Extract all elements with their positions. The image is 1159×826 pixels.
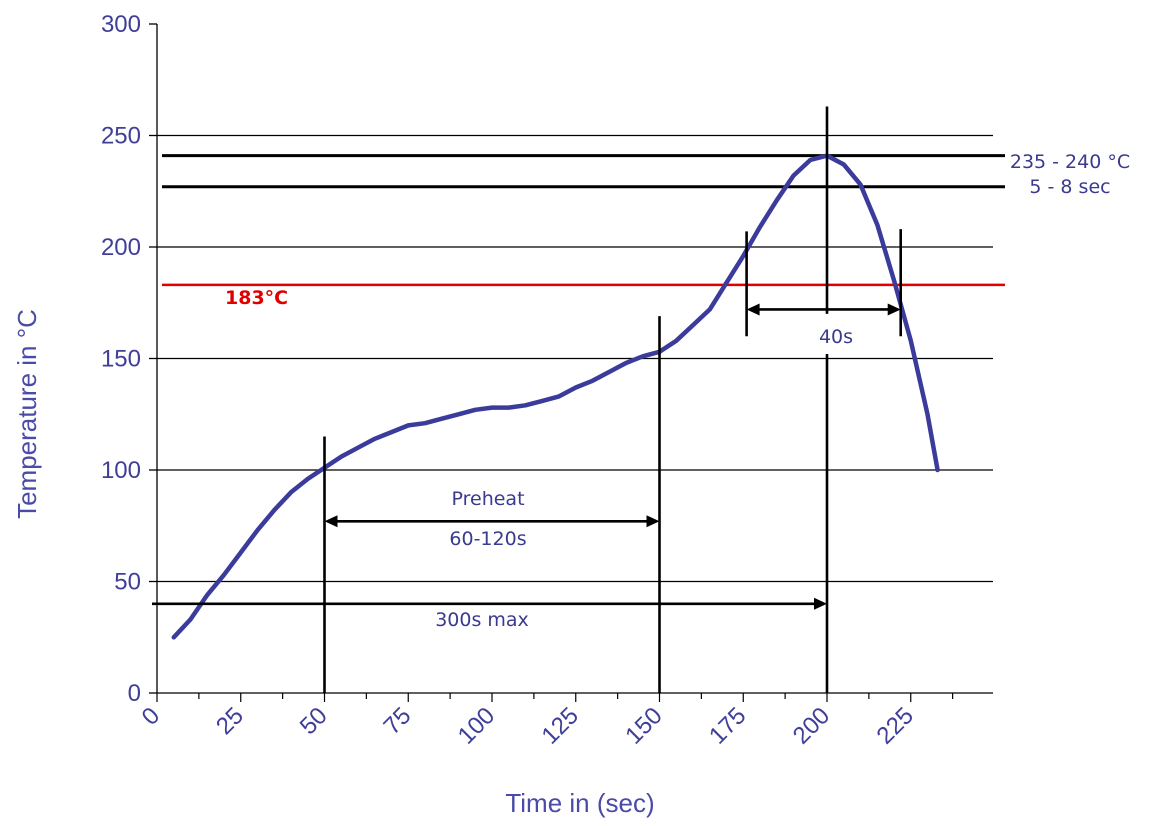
span-arrow-right-2	[814, 597, 827, 610]
peak-temp-label: 235 - 240 °C	[1010, 151, 1130, 173]
peak-time-label: 5 - 8 sec	[1029, 176, 1110, 198]
x-tick-label-125: 125	[537, 702, 584, 749]
x-axis-title: Time in (sec)	[505, 788, 654, 818]
y-axis-title: Temperature in °C	[12, 309, 42, 519]
reference-lines	[162, 154, 1005, 287]
span-arrow-left-0	[324, 515, 338, 528]
y-tick-label-300: 300	[101, 11, 141, 38]
x-tick-label-175: 175	[704, 702, 751, 749]
x-tick-label-50: 50	[295, 702, 333, 740]
x-tick-label-75: 75	[379, 702, 417, 740]
temperature-curve	[171, 153, 940, 640]
y-tick-label-200: 200	[101, 234, 141, 261]
y-tick-label-50: 50	[114, 569, 141, 596]
y-tick-label-250: 250	[101, 123, 141, 150]
y-tick-label-0: 0	[128, 680, 141, 707]
x-tick-label-0: 0	[137, 702, 166, 731]
x-tick-label-200: 200	[788, 702, 835, 749]
x-tick-label-25: 25	[211, 702, 249, 740]
marker-lines	[323, 106, 903, 693]
x-tick-label-225: 225	[872, 702, 919, 749]
tick-labels: 0 50 100 150 200 250 300 0 25 50 75 100 125 150 175 200…	[101, 11, 919, 750]
preheat-range-label: 60-120s	[449, 528, 526, 550]
span-arrow-right-0	[646, 515, 660, 528]
curve-layer	[171, 153, 940, 640]
reflow-duration-label: 40s	[819, 326, 853, 348]
y-tick-label-150: 150	[101, 346, 141, 373]
liquidus-label: 183°C	[225, 287, 288, 309]
preheat-label: Preheat	[451, 488, 524, 510]
x-tick-label-150: 150	[620, 702, 667, 749]
grid-lines	[157, 134, 993, 583]
span-arrow-right-1	[887, 303, 901, 316]
axes	[149, 23, 993, 702]
x-tick-label-100: 100	[453, 702, 500, 749]
max-duration-label: 300s max	[435, 609, 529, 631]
y-tick-label-100: 100	[101, 457, 141, 484]
span-arrow-left-1	[746, 303, 760, 316]
span-arrows	[152, 303, 901, 610]
